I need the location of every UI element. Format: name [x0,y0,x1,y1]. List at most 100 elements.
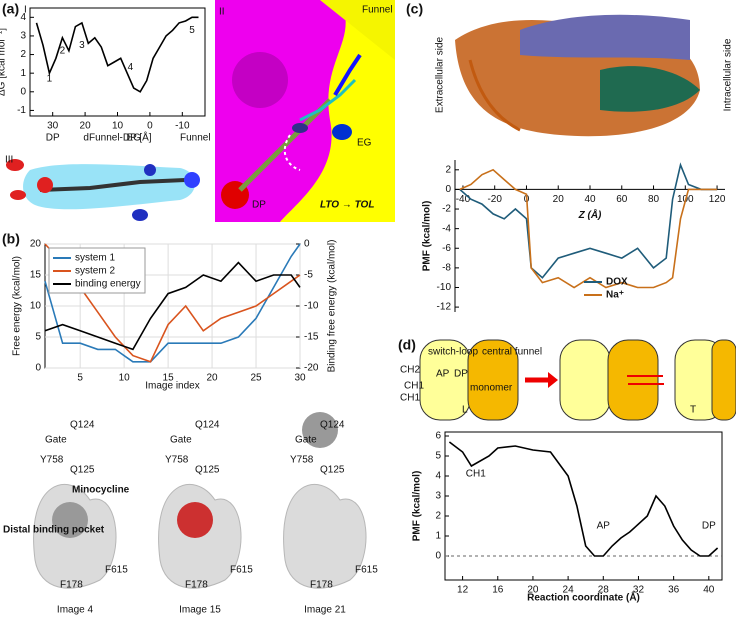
residue-label: F178 [185,580,208,591]
schematic-label: L [462,405,468,416]
x-tick-label: 30 [47,121,59,132]
x-tick-label: 60 [616,194,628,205]
image-label: LTO → TOL [320,200,374,211]
y-tick-label: -8 [442,263,451,274]
annotation: 1 [47,73,53,84]
series-line [459,168,718,289]
x-tick-label: 16 [492,585,504,596]
x-tick-label: -40 [456,194,471,205]
legend-label: DOX [606,277,628,288]
sub-label: III [5,155,13,166]
plot-frame [444,431,723,581]
ligand [52,502,88,538]
x-tick-label: 28 [598,585,610,596]
x-tick-label: 10 [119,373,131,384]
panel-label: (a) [2,1,19,17]
x-tick-label: -10 [175,121,190,132]
x-tick-label: 30 [294,373,306,384]
y-tick-label: 5 [35,332,41,343]
side-label: Intracellular side [723,38,734,111]
y2-tick-label: -20 [304,363,319,374]
x-tick-label: 5 [77,373,83,384]
annotation: 2 [60,45,66,56]
residue-label: F615 [105,565,128,576]
schematic-label: CH1 [404,381,424,392]
schematic-label: AP [436,369,450,380]
x-tick-label: 20 [207,373,219,384]
residue-label: Q125 [70,465,95,476]
y2-tick-label: -10 [304,301,319,312]
image-label: EG [357,138,372,149]
y-tick-label: 15 [30,270,42,281]
residue-label: Q125 [195,465,220,476]
y-tick-label: 2 [20,49,26,60]
x-tick-label: 120 [709,194,726,205]
schematic [419,339,736,421]
x-tick-label: -20 [487,194,502,205]
ligand [177,502,213,538]
plot-frame [455,160,725,312]
image-caption: Image 4 [57,605,94,616]
schematic-label: monomer [470,383,513,394]
x-axis-label: Image index [145,381,199,392]
legend-label: Na⁺ [606,290,624,301]
x-axis-label: dFunnel-DP [Å] [83,131,151,144]
y-tick-label: 2 [435,511,441,522]
y-tick-label: 1 [435,531,441,542]
residue-label: Gate [295,435,317,446]
schematic-label: CH2 [400,365,420,376]
series-line [459,162,718,279]
residue-label: Y758 [165,455,189,466]
y2-axis-label: Binding free energy (kcal/mol) [327,240,338,373]
ligand-label: Minocycline [72,485,130,496]
schematic-label: DP [454,369,468,380]
image-caption: Image 15 [179,605,221,616]
annotation: 5 [189,25,195,36]
docking-image [215,0,395,222]
y-tick-label: 3 [435,491,441,502]
x-tick-label: 25 [250,373,262,384]
y-tick-label: 10 [30,301,42,312]
series-line [448,441,719,557]
residue-label: Gate [170,435,192,446]
x-tick-label: 40 [703,585,715,596]
x-tick-label: 20 [80,121,92,132]
y-tick-label: 3 [20,31,26,42]
y2-tick-label: -5 [304,270,313,281]
legend-label: system 1 [75,253,115,264]
image-label: Funnel [362,5,393,16]
y-tick-label: 20 [30,239,42,250]
annotation: 4 [128,62,134,73]
protein-image [455,14,700,137]
schematic-label: CH1 [400,393,420,404]
y-tick-label: 0 [435,551,441,562]
series-line [44,243,301,363]
y-tick-label: 4 [20,12,26,23]
annotation: EG [126,133,141,144]
y-tick-label: 0 [20,86,26,97]
schematic-label: T [690,405,696,416]
y-tick-label: 0 [445,184,451,195]
x-tick-label: 20 [527,585,539,596]
y-tick-label: -4 [442,223,451,234]
panel-label: (b) [2,231,20,247]
x-axis-label: Reaction coordinate (Å) [527,591,640,604]
residue-label: Q125 [320,465,345,476]
y-tick-label: 2 [445,164,451,175]
legend-label: system 2 [75,266,115,277]
residue-label: Y758 [40,455,64,466]
series-line [44,243,301,363]
side-label: Extracellular side [435,36,446,113]
sub-label: II [219,7,225,18]
y-tick-label: -2 [442,204,451,215]
panel-label: (d) [398,337,416,353]
residue-label: Q124 [195,420,220,431]
y-tick-label: 6 [435,431,441,442]
schematic-label: switch-loop [428,347,478,358]
residue-label: Q124 [70,420,95,431]
y-axis-label: Free energy (kcal/mol) [12,256,23,356]
y-axis-label: PMF (kcal/mol) [412,471,423,542]
x-tick-label: 0 [147,121,153,132]
x-axis-label: Z (Å) [578,208,602,221]
residue-label: F615 [230,565,253,576]
